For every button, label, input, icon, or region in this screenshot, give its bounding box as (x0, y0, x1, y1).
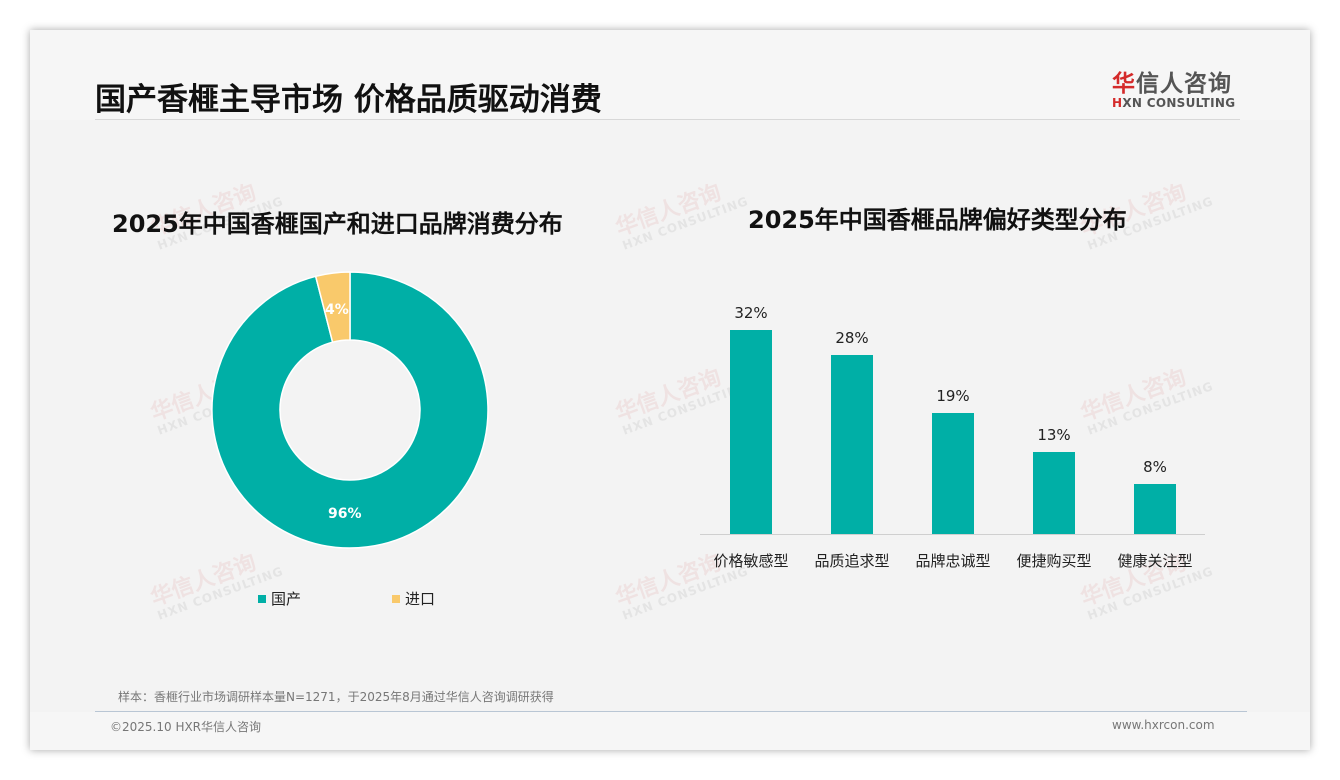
sample-note: 样本：香榧行业市场调研样本量N=1271，于2025年8月通过华信人咨询调研获得 (118, 690, 554, 704)
x-axis-label: 健康关注型 (1117, 552, 1193, 570)
bar-value-label: 8% (1143, 457, 1167, 476)
legend-label: 进口 (405, 590, 436, 608)
logo-cn: 华信人咨询 (1112, 71, 1232, 97)
logo-en: HXN CONSULTING (1112, 96, 1236, 110)
donut-chart-title: 2025年中国香榧国产和进口品牌消费分布 (112, 210, 563, 238)
copyright: ©2025.10 HXR华信人咨询 (110, 720, 262, 734)
legend-swatch-yellow (392, 594, 400, 603)
bar-value-label: 32% (734, 303, 768, 322)
bar (730, 329, 772, 535)
bar (1033, 451, 1075, 535)
donut-label-domestic: 96% (328, 506, 362, 522)
bar (1134, 483, 1176, 535)
bar-chart-title: 2025年中国香榧品牌偏好类型分布 (748, 206, 1127, 234)
donut-label-import: 4% (325, 302, 349, 318)
x-axis-label: 便捷购买型 (1016, 552, 1092, 570)
page-title: 国产香榧主导市场 价格品质驱动消费 (95, 82, 602, 118)
legend-item-domestic: 国产 (258, 588, 301, 609)
legend-item-import: 进口 (392, 588, 435, 609)
footer-divider (95, 711, 1247, 712)
bar-value-label: 28% (835, 329, 869, 348)
x-axis-line (700, 534, 1205, 535)
donut-chart: 96% 4% (210, 270, 490, 550)
header-band (30, 30, 1310, 120)
brand-logo: 华信人咨询 HXN CONSULTING (1112, 64, 1242, 110)
bar-value-label: 13% (1037, 425, 1071, 444)
slide: 华信人咨询 HXN CONSULTING 华信人咨询 HXN CONSULTING … (30, 30, 1310, 750)
x-axis-label: 品质追求型 (814, 552, 890, 570)
footer-band (30, 712, 1310, 750)
title-divider (95, 119, 1240, 120)
donut-slice-domestic (211, 271, 489, 549)
bar-chart: 32% 28% 19% 13% 8% (700, 280, 1205, 535)
x-axis-label: 品牌忠诚型 (915, 552, 991, 570)
donut-svg (211, 271, 489, 549)
legend-swatch-teal (258, 594, 266, 603)
bar (932, 413, 974, 535)
bar-value-label: 19% (936, 387, 970, 406)
x-axis-label: 价格敏感型 (713, 552, 789, 570)
donut-slice-import (314, 271, 351, 344)
legend-label: 国产 (271, 590, 302, 608)
bar (831, 355, 873, 535)
website-link[interactable]: www.hxrcon.com (1112, 718, 1215, 732)
